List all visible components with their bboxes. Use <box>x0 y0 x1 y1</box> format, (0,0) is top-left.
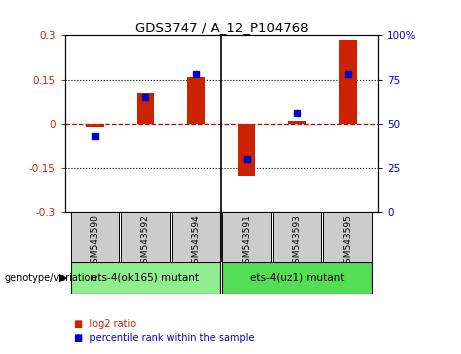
Text: ets-4(ok165) mutant: ets-4(ok165) mutant <box>91 273 200 283</box>
Bar <box>339 40 356 124</box>
Bar <box>222 212 271 262</box>
Text: ■  percentile rank within the sample: ■ percentile rank within the sample <box>74 333 254 343</box>
Text: ▶: ▶ <box>59 273 67 283</box>
Text: GSM543595: GSM543595 <box>343 214 352 269</box>
Text: genotype/variation: genotype/variation <box>5 273 97 283</box>
Title: GDS3747 / A_12_P104768: GDS3747 / A_12_P104768 <box>135 21 308 34</box>
Text: GSM543594: GSM543594 <box>191 214 201 269</box>
Bar <box>71 212 119 262</box>
Text: ■  log2 ratio: ■ log2 ratio <box>74 319 136 329</box>
Text: GSM543591: GSM543591 <box>242 214 251 269</box>
Bar <box>222 262 372 294</box>
Bar <box>136 93 154 124</box>
Bar <box>273 212 321 262</box>
Bar <box>86 124 104 127</box>
Text: GSM543592: GSM543592 <box>141 214 150 269</box>
Bar <box>121 212 170 262</box>
Bar <box>324 212 372 262</box>
Text: ets-4(uz1) mutant: ets-4(uz1) mutant <box>250 273 344 283</box>
Bar <box>71 262 220 294</box>
Bar <box>288 121 306 124</box>
Text: GSM543593: GSM543593 <box>293 214 301 269</box>
Bar <box>172 212 220 262</box>
Bar <box>187 77 205 124</box>
Text: GSM543590: GSM543590 <box>90 214 100 269</box>
Bar <box>238 124 255 176</box>
